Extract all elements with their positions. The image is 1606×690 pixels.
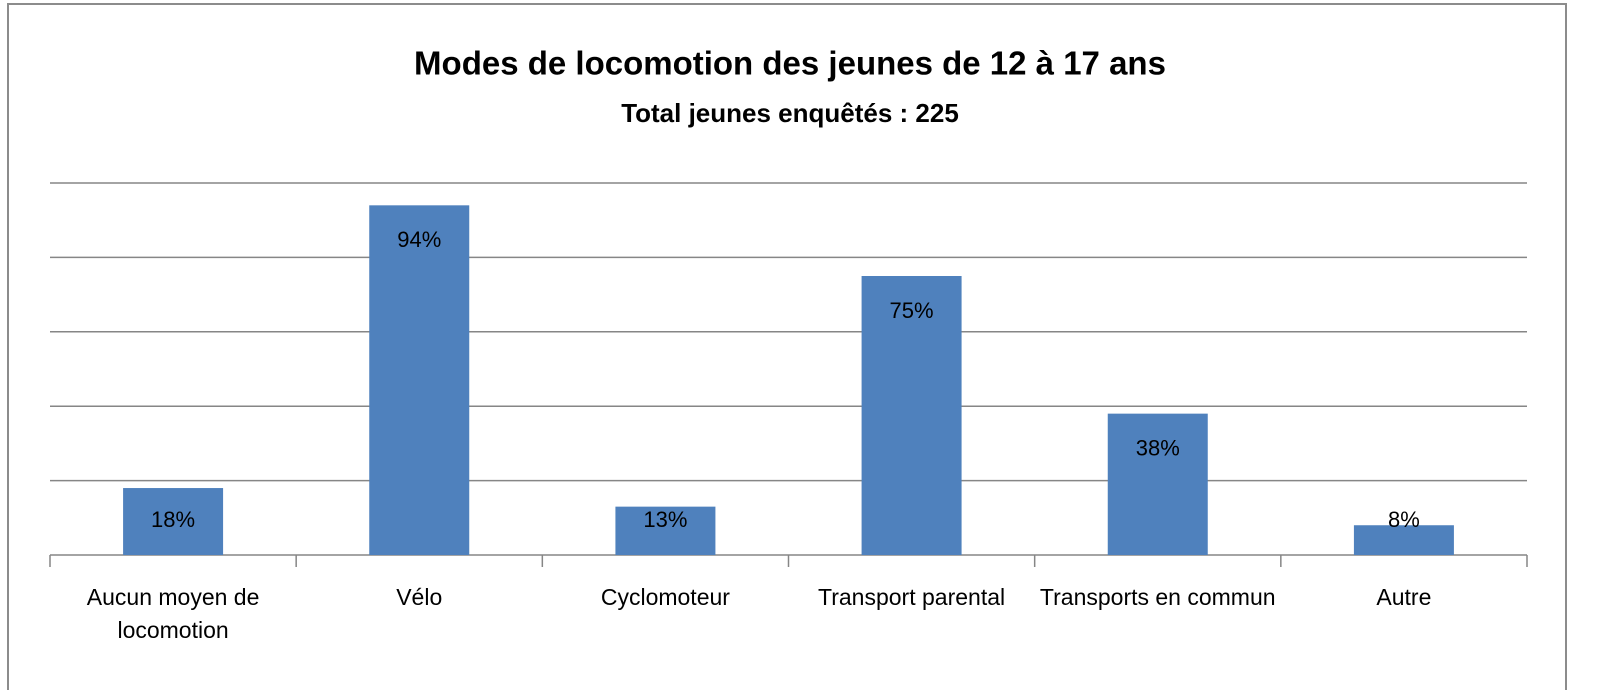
x-tick-label: Autre (1376, 584, 1432, 610)
bar (1107, 413, 1208, 555)
x-tick-label: Transports en commun (1039, 584, 1276, 610)
chart-title: Modes de locomotion des jeunes de 12 à 1… (414, 45, 1166, 82)
bar (861, 276, 962, 555)
x-tick-label: Aucun moyen de locomotion (86, 584, 260, 643)
x-tick-label: Cyclomoteur (600, 584, 730, 610)
x-tick-label: Vélo (396, 584, 443, 610)
bar (615, 506, 716, 555)
chart-border (7, 3, 1567, 690)
data-label: 8% (1388, 507, 1420, 532)
data-label: 18% (151, 507, 195, 532)
bar (1353, 525, 1454, 555)
data-label: 38% (1136, 435, 1180, 460)
data-label: 94% (397, 227, 441, 252)
x-tick-label: Transport parental (818, 584, 1006, 610)
chart-subtitle: Total jeunes enquêtés : 225 (621, 98, 959, 128)
data-label: 75% (890, 298, 934, 323)
bar (123, 488, 224, 555)
data-label: 13% (643, 507, 687, 532)
bar (369, 205, 470, 555)
